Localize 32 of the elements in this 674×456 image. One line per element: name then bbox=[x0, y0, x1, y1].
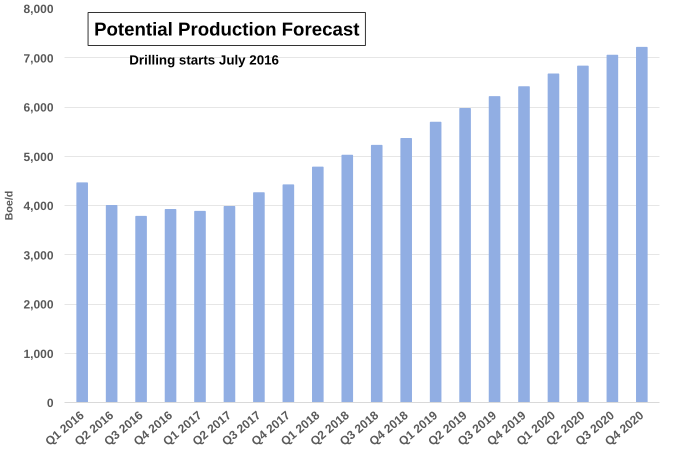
y-axis-title: Boe/d bbox=[3, 190, 16, 220]
bar bbox=[636, 46, 648, 402]
y-tick-label: 2,000 bbox=[23, 298, 54, 312]
y-tick-label: 0 bbox=[46, 396, 54, 410]
text: Potential Production Forecast bbox=[94, 18, 360, 40]
y-tick-label: 1,000 bbox=[23, 346, 54, 361]
bar bbox=[224, 206, 236, 402]
bar bbox=[518, 86, 530, 402]
bar bbox=[548, 74, 560, 402]
y-tick-label: 7,000 bbox=[23, 51, 54, 66]
y-tick-label: 5,000 bbox=[23, 150, 54, 164]
bar bbox=[577, 66, 589, 402]
bar bbox=[459, 108, 471, 402]
bar bbox=[430, 122, 442, 402]
bar bbox=[606, 54, 618, 402]
bar bbox=[282, 184, 294, 402]
bar bbox=[76, 182, 88, 402]
bar bbox=[253, 192, 265, 402]
y-tick-label: 4,000 bbox=[23, 199, 54, 213]
bar bbox=[341, 154, 354, 402]
y-tick-label: 3,000 bbox=[23, 248, 54, 262]
bar bbox=[164, 208, 176, 402]
bar bbox=[106, 205, 118, 402]
bar bbox=[312, 166, 324, 402]
bar bbox=[370, 144, 383, 402]
y-tick-label: 6,000 bbox=[23, 100, 54, 114]
text: Drilling starts July 2016 bbox=[129, 52, 279, 68]
bar bbox=[194, 210, 206, 402]
y-tick-label: 8,000 bbox=[23, 2, 54, 16]
bar bbox=[400, 138, 412, 402]
bar bbox=[135, 216, 147, 402]
bar bbox=[488, 96, 500, 402]
